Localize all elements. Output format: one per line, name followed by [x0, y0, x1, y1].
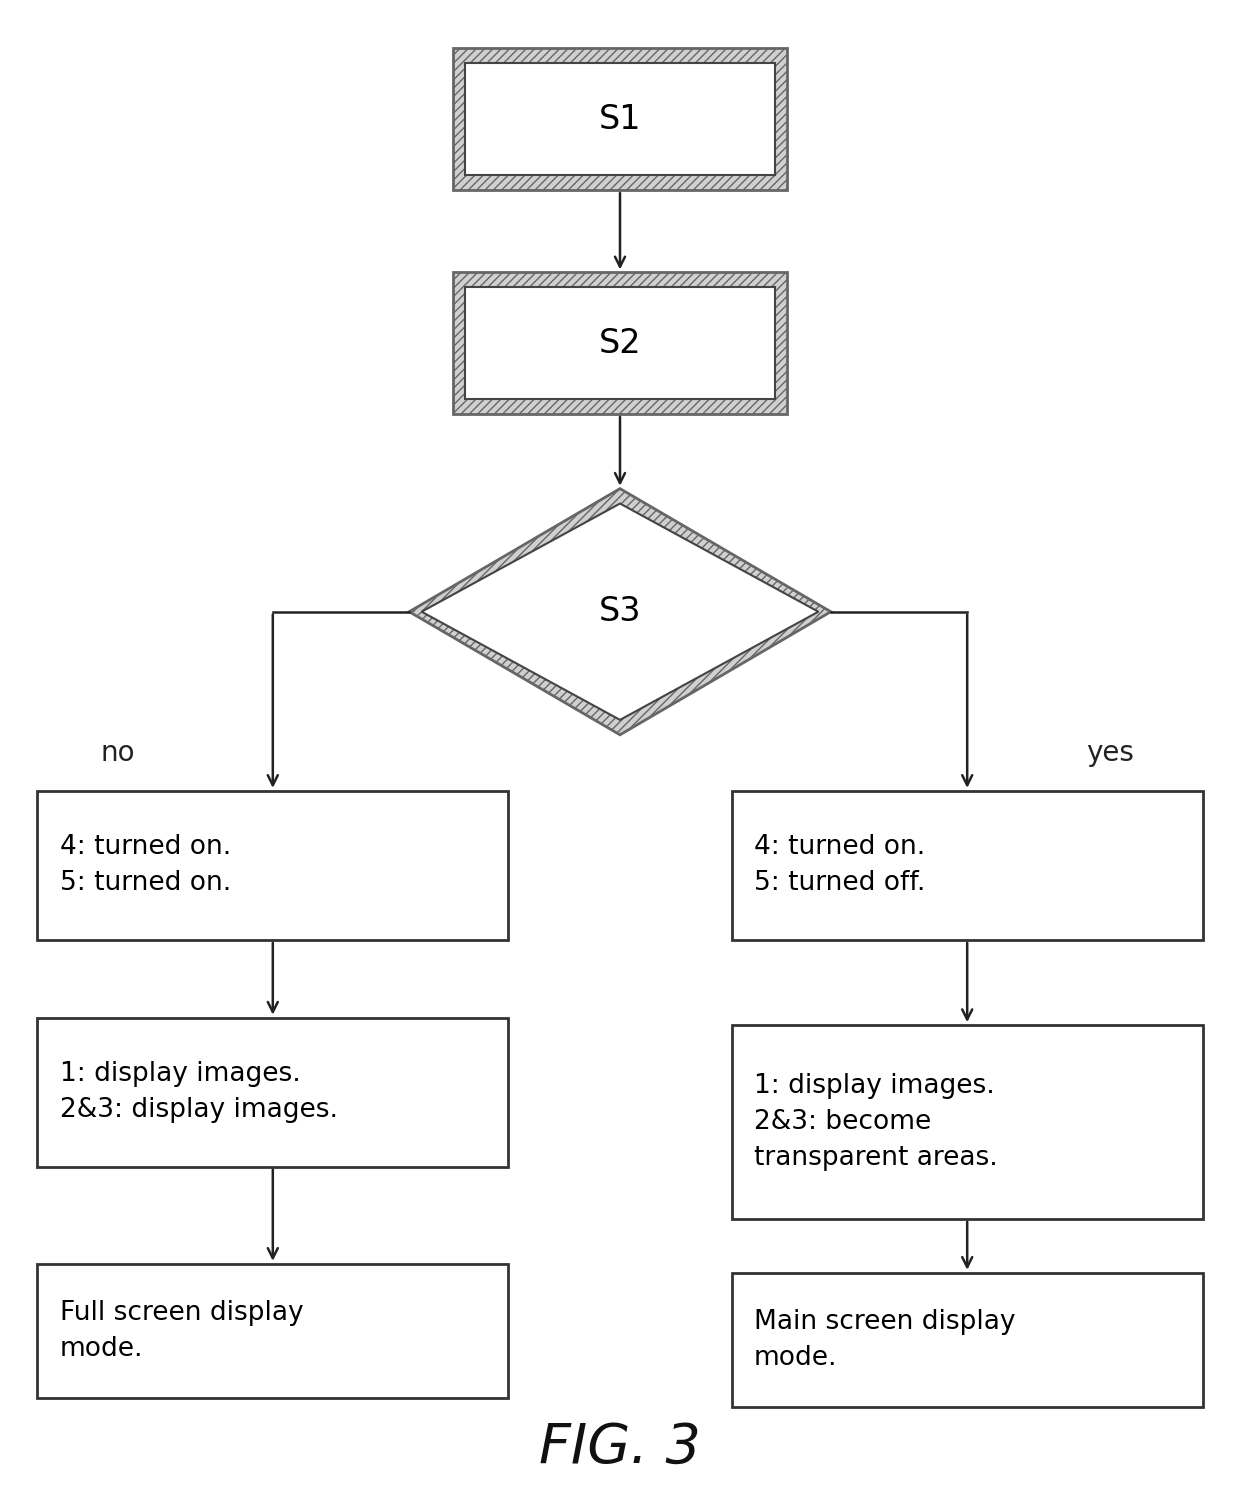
- Bar: [732, 1025, 1203, 1219]
- Bar: [37, 1264, 508, 1398]
- Bar: [465, 286, 775, 398]
- Bar: [453, 272, 787, 413]
- Bar: [37, 791, 508, 940]
- Polygon shape: [422, 504, 818, 721]
- Text: 1: display images.
2&3: become
transparent areas.: 1: display images. 2&3: become transpare…: [754, 1073, 998, 1171]
- Bar: [732, 791, 1203, 940]
- Text: Main screen display
mode.: Main screen display mode.: [754, 1308, 1016, 1371]
- Bar: [37, 1018, 508, 1167]
- Polygon shape: [409, 489, 831, 736]
- Text: Full screen display
mode.: Full screen display mode.: [60, 1300, 303, 1362]
- Bar: [465, 63, 775, 175]
- Text: S2: S2: [599, 327, 641, 360]
- Bar: [732, 1273, 1203, 1407]
- Text: no: no: [100, 740, 135, 767]
- Text: 1: display images.
2&3: display images.: 1: display images. 2&3: display images.: [60, 1061, 337, 1123]
- Text: 4: turned on.
5: turned off.: 4: turned on. 5: turned off.: [754, 834, 925, 897]
- Text: S1: S1: [599, 103, 641, 136]
- Text: S3: S3: [599, 595, 641, 628]
- Text: 4: turned on.
5: turned on.: 4: turned on. 5: turned on.: [60, 834, 231, 897]
- Bar: [453, 48, 787, 189]
- Text: FIG. 3: FIG. 3: [539, 1420, 701, 1474]
- Text: yes: yes: [1086, 740, 1133, 767]
